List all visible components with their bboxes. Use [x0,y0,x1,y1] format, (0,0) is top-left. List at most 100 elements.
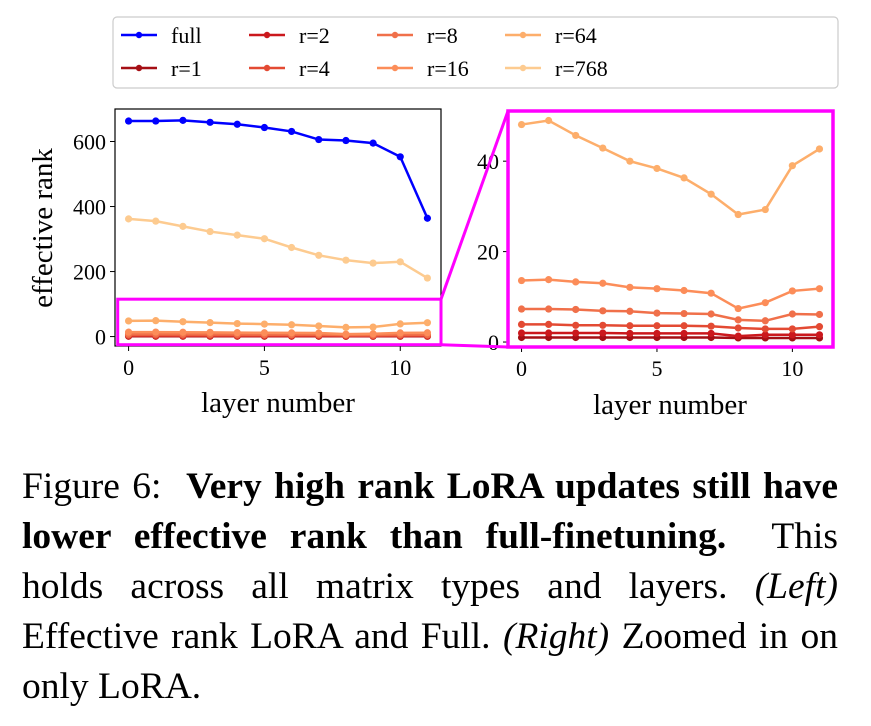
data-point-r=16 [369,330,377,338]
data-point-r=768 [315,251,323,259]
caption-text-3: Zoomed in on only LoRA. [22,616,838,707]
data-point-r=16 [707,289,715,297]
legend: full r=2 r=8 r=64 r=1 r=4 r=16 r=768 [112,16,839,89]
data-point-r=2 [626,329,634,338]
data-point-full [206,118,214,126]
data-point-r=4 [680,322,688,330]
zoom-box [116,297,443,347]
data-point-r=4 [788,325,796,333]
x-tick-label: 0 [516,356,527,381]
data-point-r=16 [680,286,688,295]
data-point-r=768 [342,256,350,264]
x-tick-label: 10 [781,356,803,381]
legend-marker-full [135,31,143,39]
data-point-r=64 [517,120,526,129]
data-point-r=64 [396,320,404,328]
data-point-r=64 [369,323,377,331]
data-point-r=16 [653,285,661,293]
data-point-r=64 [206,319,214,327]
y-tick-label: 0 [488,330,499,355]
data-point-r=64 [315,322,323,330]
x-tick-label: 5 [259,355,270,380]
data-point-r=2 [788,331,796,339]
series-line-r=64 [128,319,428,329]
data-point-r=16 [179,328,187,336]
legend-marker-r=64 [519,31,527,39]
data-point-r=4 [761,325,769,333]
caption-right-tag: (Right) [502,616,610,657]
series-line-r=4 [521,323,820,331]
series-line-r=64 [521,119,821,216]
data-point-full [260,123,269,132]
left-panel: 0 5 10 0 200 400 600 [73,108,443,380]
legend-label: r=4 [299,56,330,81]
legend-label: r=768 [555,56,608,81]
data-point-full [233,120,241,128]
data-point-r=2 [761,331,769,339]
data-point-r=2 [545,329,553,337]
y-tick-label: 0 [95,325,106,350]
data-point-r=64 [572,131,580,140]
data-point-r=8 [626,307,634,315]
legend-marker-r=4 [263,64,271,72]
data-point-r=16 [206,328,214,336]
data-point-r=16 [260,329,269,337]
caption-left-tag: (Left) [754,566,839,607]
data-point-r=8 [761,317,769,325]
data-point-r=2 [517,329,526,337]
legend-label: r=2 [299,23,330,48]
legend-label: r=16 [427,56,469,81]
caption-text-1: This holds across all matrix types and l… [22,516,838,607]
data-point-r=4 [572,321,580,329]
data-point-r=64 [599,144,607,152]
data-point-r=16 [761,299,769,307]
data-point-r=2 [653,329,661,338]
data-point-r=64 [124,317,133,325]
data-point-full [152,117,160,125]
data-point-full [369,139,377,147]
data-point-r=64 [233,319,241,328]
data-point-r=8 [599,307,607,315]
data-point-r=64 [179,318,187,326]
series-line-r=2 [521,331,820,338]
data-point-r=768 [124,215,133,223]
data-point-r=2 [599,329,607,337]
data-point-r=8 [815,310,824,319]
data-point-r=16 [423,329,432,337]
data-point-r=64 [342,323,350,332]
y-tick-label: 600 [73,130,106,155]
right-x-axis-label: layer number [593,389,747,421]
legend-marker-r=768 [519,64,527,72]
series-line-r=16 [521,278,820,310]
data-point-r=64 [152,317,160,325]
series-line-r=8 [521,307,820,323]
data-point-r=2 [572,329,580,337]
x-tick-label: 10 [389,355,411,380]
caption-label: Figure 6: [22,466,162,507]
data-point-r=768 [369,259,377,267]
data-point-r=2 [734,332,742,340]
series-line-r=16 [128,330,428,336]
x-tick-label: 5 [651,356,662,381]
connector-top [439,110,510,300]
data-point-r=16 [342,330,350,338]
data-point-full [287,127,296,136]
series-line-full [128,119,429,219]
data-point-r=64 [653,164,661,173]
data-point-r=16 [545,276,553,284]
x-tick-label: 0 [123,355,134,380]
data-point-r=2 [680,329,688,338]
data-point-r=4 [545,320,553,328]
data-point-r=4 [599,321,607,329]
y-tick-label: 200 [73,260,106,285]
left-x-axis-label: layer number [201,387,355,419]
data-point-full [124,117,133,125]
data-point-r=64 [287,321,296,329]
legend-label: r=64 [555,23,597,48]
data-point-r=768 [233,231,241,239]
data-point-r=8 [680,309,688,318]
data-point-r=16 [152,328,160,336]
data-point-r=8 [734,316,742,324]
data-point-r=4 [734,324,742,332]
